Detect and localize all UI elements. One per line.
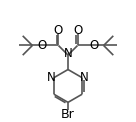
Text: O: O (54, 24, 63, 36)
Text: N: N (80, 71, 89, 84)
Text: O: O (89, 39, 99, 51)
Text: Br: Br (61, 108, 75, 121)
Text: N: N (64, 47, 72, 60)
Text: O: O (73, 24, 82, 36)
Text: O: O (37, 39, 47, 51)
Text: N: N (47, 71, 56, 84)
